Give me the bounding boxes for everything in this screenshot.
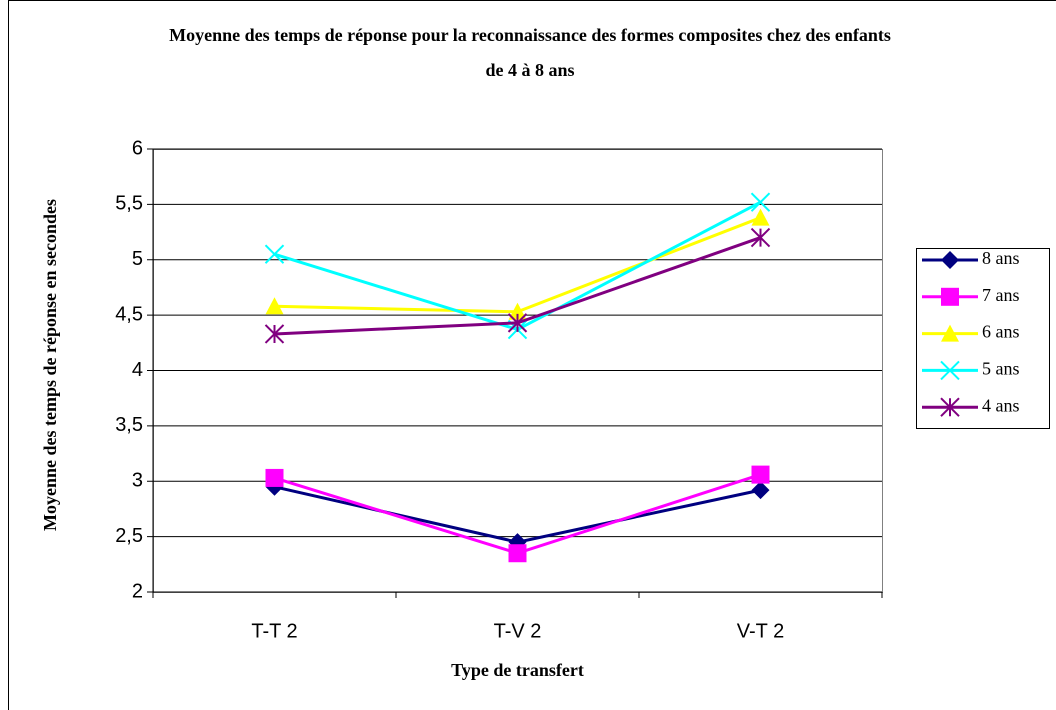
y-axis-label: Moyenne des temps de réponse en secondes (40, 199, 60, 531)
legend-marker (941, 324, 959, 342)
data-point (508, 544, 527, 563)
data-point (751, 481, 770, 500)
legend-label: 6 ans (982, 322, 1020, 342)
y-tick-label: 3 (132, 470, 143, 492)
data-point (507, 313, 528, 333)
legend-label: 8 ans (982, 248, 1020, 268)
legend-marker (941, 251, 959, 269)
legend (916, 248, 1050, 429)
y-tick-label: 6 (132, 137, 143, 159)
data-point (750, 192, 771, 212)
y-tick-label: 2 (132, 580, 143, 602)
legend-marker (940, 397, 960, 417)
data-point (751, 208, 770, 226)
chart-title: Moyenne des temps de réponse pour la rec… (169, 25, 891, 80)
legend-marker (941, 287, 959, 306)
legend-marker (940, 360, 960, 381)
x-tick-label: V-T 2 (737, 620, 784, 642)
data-point (265, 468, 284, 487)
chart-border (8, 0, 1056, 710)
data-point (264, 244, 285, 264)
legend-label: 4 ans (982, 395, 1020, 415)
data-point (750, 227, 771, 248)
y-tick-label: 4,5 (115, 303, 143, 325)
y-tick-label: 4 (132, 359, 143, 381)
legend-label: 7 ans (982, 285, 1020, 305)
x-tick-label: T-T 2 (251, 620, 297, 642)
legend-label: 5 ans (982, 359, 1020, 379)
y-tick-label: 2,5 (115, 525, 143, 547)
data-point (508, 302, 527, 320)
y-tick-label: 3,5 (115, 414, 143, 436)
y-tick-label: 5,5 (115, 193, 143, 215)
data-point (265, 297, 284, 315)
y-tick-label: 5 (132, 248, 143, 270)
data-point (264, 324, 285, 344)
x-tick-label: T-V 2 (494, 620, 542, 642)
data-point (751, 465, 770, 484)
x-axis-label: Type de transfert (451, 660, 584, 680)
